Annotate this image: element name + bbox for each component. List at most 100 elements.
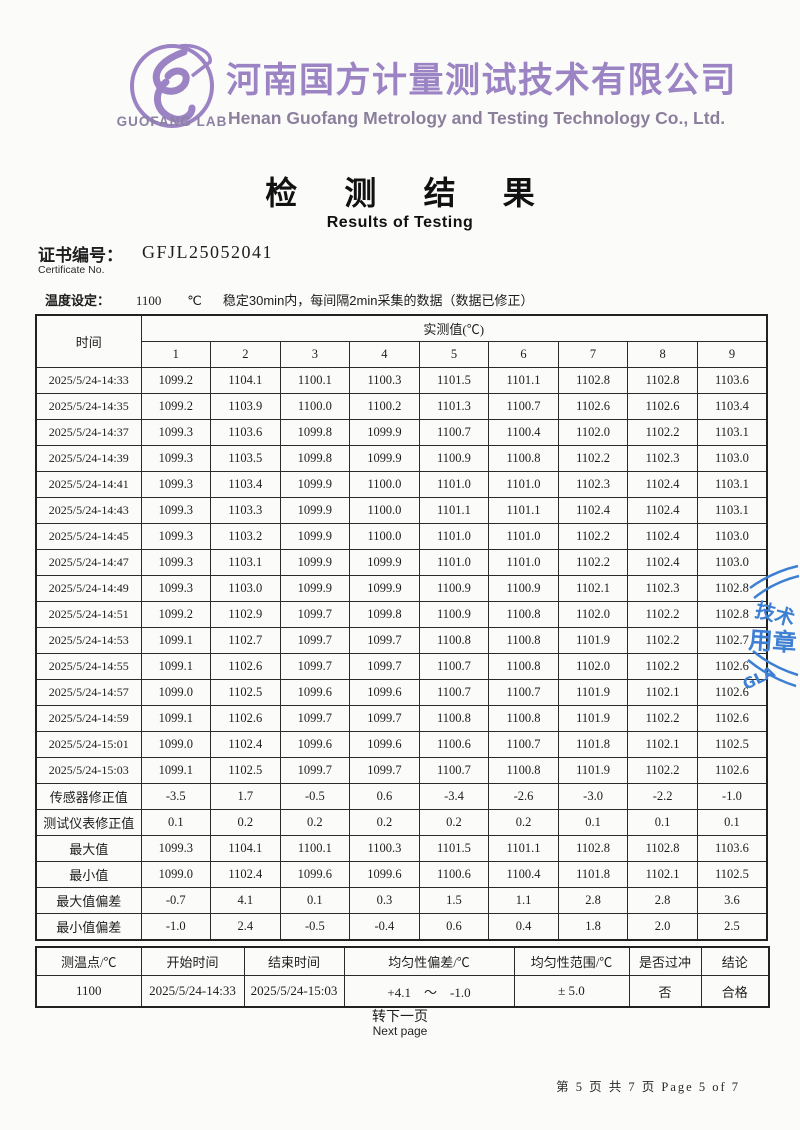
summary-row: 测试仪表修正值 0.1 0.2 0.2 0.2 0.2 0.2 0.1 0.1 0.1 xyxy=(35,809,768,836)
conclusion-value-cell: 2025/5/24-15:03 xyxy=(243,975,345,1008)
value-cell: 1102.4 xyxy=(210,731,281,758)
time-cell: 2025/5/24-14:59 xyxy=(35,705,142,732)
setting-desc: 稳定30min内，每间隔2min采集的数据（数据已修正） xyxy=(222,293,534,308)
value-cell: 1099.9 xyxy=(349,575,420,602)
channel-header: 5 xyxy=(418,341,490,368)
value-cell: 1099.9 xyxy=(279,523,351,550)
time-cell: 2025/5/24-14:55 xyxy=(35,653,142,680)
summary-value-cell: 0.2 xyxy=(279,809,351,836)
value-cell: 1103.1 xyxy=(696,419,768,446)
value-cell: 1102.5 xyxy=(210,679,281,706)
value-cell: 1102.3 xyxy=(627,445,698,472)
page-number: 第 5 页 共 7 页 Page 5 of 7 xyxy=(556,1080,740,1094)
value-cell: 1102.6 xyxy=(696,757,768,784)
value-cell: 1103.4 xyxy=(696,393,768,420)
summary-value-cell: -1.0 xyxy=(696,783,768,810)
summary-label-cell: 最小值 xyxy=(35,861,142,888)
value-cell: 1099.7 xyxy=(349,653,420,680)
value-cell: 1102.4 xyxy=(627,471,698,498)
value-cell: 1099.9 xyxy=(349,419,420,446)
value-cell: 1102.7 xyxy=(696,627,768,654)
value-cell: 1099.0 xyxy=(140,679,212,706)
time-cell: 2025/5/24-14:49 xyxy=(35,575,142,602)
measured-values-header: 实测值(℃) xyxy=(140,314,768,342)
value-cell: 1100.0 xyxy=(279,393,351,420)
table-row: 2025/5/24-14:43 1099.3 1103.3 1099.9 1100.0 1… xyxy=(35,497,768,524)
channel-header: 8 xyxy=(627,341,698,368)
value-cell: 1099.8 xyxy=(349,601,420,628)
value-cell: 1100.7 xyxy=(488,393,559,420)
value-cell: 1099.9 xyxy=(279,471,351,498)
value-cell: 1102.2 xyxy=(627,627,698,654)
summary-value-cell: 1.1 xyxy=(488,887,559,914)
value-cell: 1104.1 xyxy=(210,367,281,394)
value-cell: 1100.6 xyxy=(418,731,490,758)
summary-label-cell: 最大值 xyxy=(35,835,142,862)
value-cell: 1101.0 xyxy=(418,471,490,498)
summary-value-cell: 1102.4 xyxy=(210,861,281,888)
summary-value-cell: 1102.8 xyxy=(627,835,698,862)
value-cell: 1102.8 xyxy=(557,367,629,394)
value-cell: 1102.2 xyxy=(557,445,629,472)
time-cell: 2025/5/24-14:47 xyxy=(35,549,142,576)
time-cell: 2025/5/24-14:57 xyxy=(35,679,142,706)
page-title-cn: 检 测 结 果 xyxy=(265,174,553,212)
summary-value-cell: 0.4 xyxy=(488,913,559,941)
value-cell: 1101.0 xyxy=(488,549,559,576)
value-cell: 1099.3 xyxy=(140,445,212,472)
setting-line: 温度设定： 1100 ℃ 稳定30min内，每间隔2min采集的数据（数据已修正… xyxy=(45,290,533,309)
value-cell: 1100.8 xyxy=(488,601,559,628)
table-row: 2025/5/24-15:01 1099.0 1102.4 1099.6 1099.6 1… xyxy=(35,731,768,758)
value-cell: 1102.6 xyxy=(210,705,281,732)
conclusion-value-cell: +4.1 ～ -1.0 xyxy=(343,975,515,1008)
summary-value-cell: 1101.8 xyxy=(557,861,629,888)
summary-value-cell: 2.4 xyxy=(210,913,281,941)
value-cell: 1103.0 xyxy=(696,445,768,472)
value-cell: 1100.8 xyxy=(488,627,559,654)
channel-header: 3 xyxy=(279,341,351,368)
summary-value-cell: 1100.4 xyxy=(488,861,559,888)
value-cell: 1102.0 xyxy=(557,601,629,628)
conclusion-header-cell: 结论 xyxy=(700,946,770,976)
channel-header: 9 xyxy=(696,341,768,368)
summary-value-cell: 1099.3 xyxy=(140,835,212,862)
value-cell: 1103.3 xyxy=(210,497,281,524)
company-name-en: Henan Guofang Metrology and Testing Tech… xyxy=(228,108,726,128)
summary-value-cell: 1.7 xyxy=(210,783,281,810)
summary-value-cell: 2.0 xyxy=(627,913,698,941)
certificate-label-cn: 证书编号： xyxy=(38,246,123,265)
summary-value-cell: 1.8 xyxy=(557,913,629,941)
value-cell: 1102.6 xyxy=(557,393,629,420)
summary-value-cell: 0.2 xyxy=(210,809,281,836)
summary-value-cell: 1102.5 xyxy=(696,861,768,888)
value-cell: 1103.1 xyxy=(696,471,768,498)
value-cell: 1099.7 xyxy=(279,627,351,654)
time-cell: 2025/5/24-14:53 xyxy=(35,627,142,654)
summary-value-cell: 0.3 xyxy=(349,887,420,914)
summary-value-cell: -3.0 xyxy=(557,783,629,810)
table-row: 2025/5/24-14:51 1099.2 1102.9 1099.7 1099.8 1… xyxy=(35,601,768,628)
summary-label-cell: 测试仪表修正值 xyxy=(35,809,142,836)
value-cell: 1101.1 xyxy=(418,497,490,524)
value-cell: 1100.0 xyxy=(349,471,420,498)
certificate-label-en: Certificate No. xyxy=(38,264,105,276)
channel-header: 4 xyxy=(349,341,420,368)
value-cell: 1099.3 xyxy=(140,471,212,498)
value-cell: 1102.2 xyxy=(557,549,629,576)
summary-value-cell: -2.2 xyxy=(627,783,698,810)
table-row: 2025/5/24-14:33 1099.2 1104.1 1100.1 1100.3 1… xyxy=(35,367,768,394)
value-cell: 1101.0 xyxy=(488,523,559,550)
value-cell: 1103.0 xyxy=(696,523,768,550)
value-cell: 1100.8 xyxy=(488,705,559,732)
summary-value-cell: -0.4 xyxy=(349,913,420,941)
value-cell: 1102.9 xyxy=(210,601,281,628)
time-column-header: 时间 xyxy=(35,314,142,368)
value-cell: 1102.2 xyxy=(627,601,698,628)
value-cell: 1102.3 xyxy=(627,575,698,602)
table-row: 2025/5/24-14:59 1099.1 1102.6 1099.7 1099.7 1… xyxy=(35,705,768,732)
guofang-logo-icon xyxy=(122,42,224,134)
conclusion-header-cell: 均匀性范围/℃ xyxy=(513,946,630,976)
summary-value-cell: 0.2 xyxy=(418,809,490,836)
summary-value-cell: -0.5 xyxy=(279,913,351,941)
